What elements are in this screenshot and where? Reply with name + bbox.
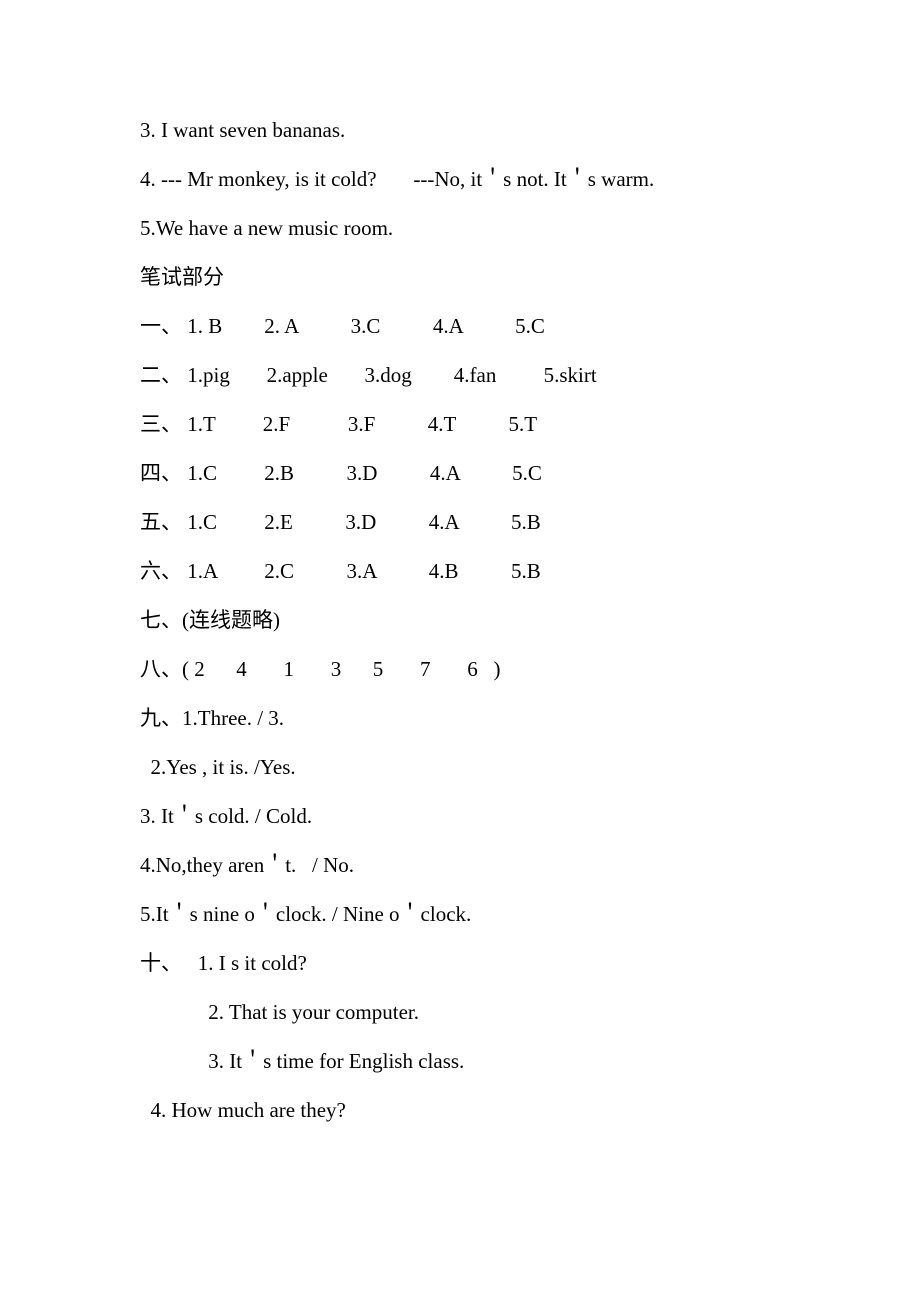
section-9-5: 5.It＇s nine o＇clock. / Nine o＇clock. [140,904,785,925]
section-heading-written: 笔试部分 [140,267,785,288]
section-7: 七、(连线题略) [140,610,785,631]
line-3: 3. I want seven bananas. [140,120,785,141]
line-4: 4. --- Mr monkey, is it cold? ---No, it＇… [140,169,785,190]
section-5: 五、 1.C 2.E 3.D 4.A 5.B [140,512,785,533]
section-2: 二、 1.pig 2.apple 3.dog 4.fan 5.skirt [140,365,785,386]
line-5: 5.We have a new music room. [140,218,785,239]
section-10-3: 3. It＇s time for English class. [140,1051,785,1072]
section-6: 六、 1.A 2.C 3.A 4.B 5.B [140,561,785,582]
section-9-3: 3. It＇s cold. / Cold. [140,806,785,827]
section-1: 一、 1. B 2. A 3.C 4.A 5.C [140,316,785,337]
section-9-2: 2.Yes , it is. /Yes. [140,757,785,778]
section-9-1: 九、1.Three. / 3. [140,708,785,729]
section-4: 四、 1.C 2.B 3.D 4.A 5.C [140,463,785,484]
section-3: 三、 1.T 2.F 3.F 4.T 5.T [140,414,785,435]
section-10-4: 4. How much are they? [140,1100,785,1121]
page: 3. I want seven bananas. 4. --- Mr monke… [0,0,920,1302]
section-10-2: 2. That is your computer. [140,1002,785,1023]
section-9-4: 4.No,they aren＇t. / No. [140,855,785,876]
section-8: 八、( 2 4 1 3 5 7 6 ) [140,659,785,680]
section-10-1: 十、 1. I s it cold? [140,953,785,974]
